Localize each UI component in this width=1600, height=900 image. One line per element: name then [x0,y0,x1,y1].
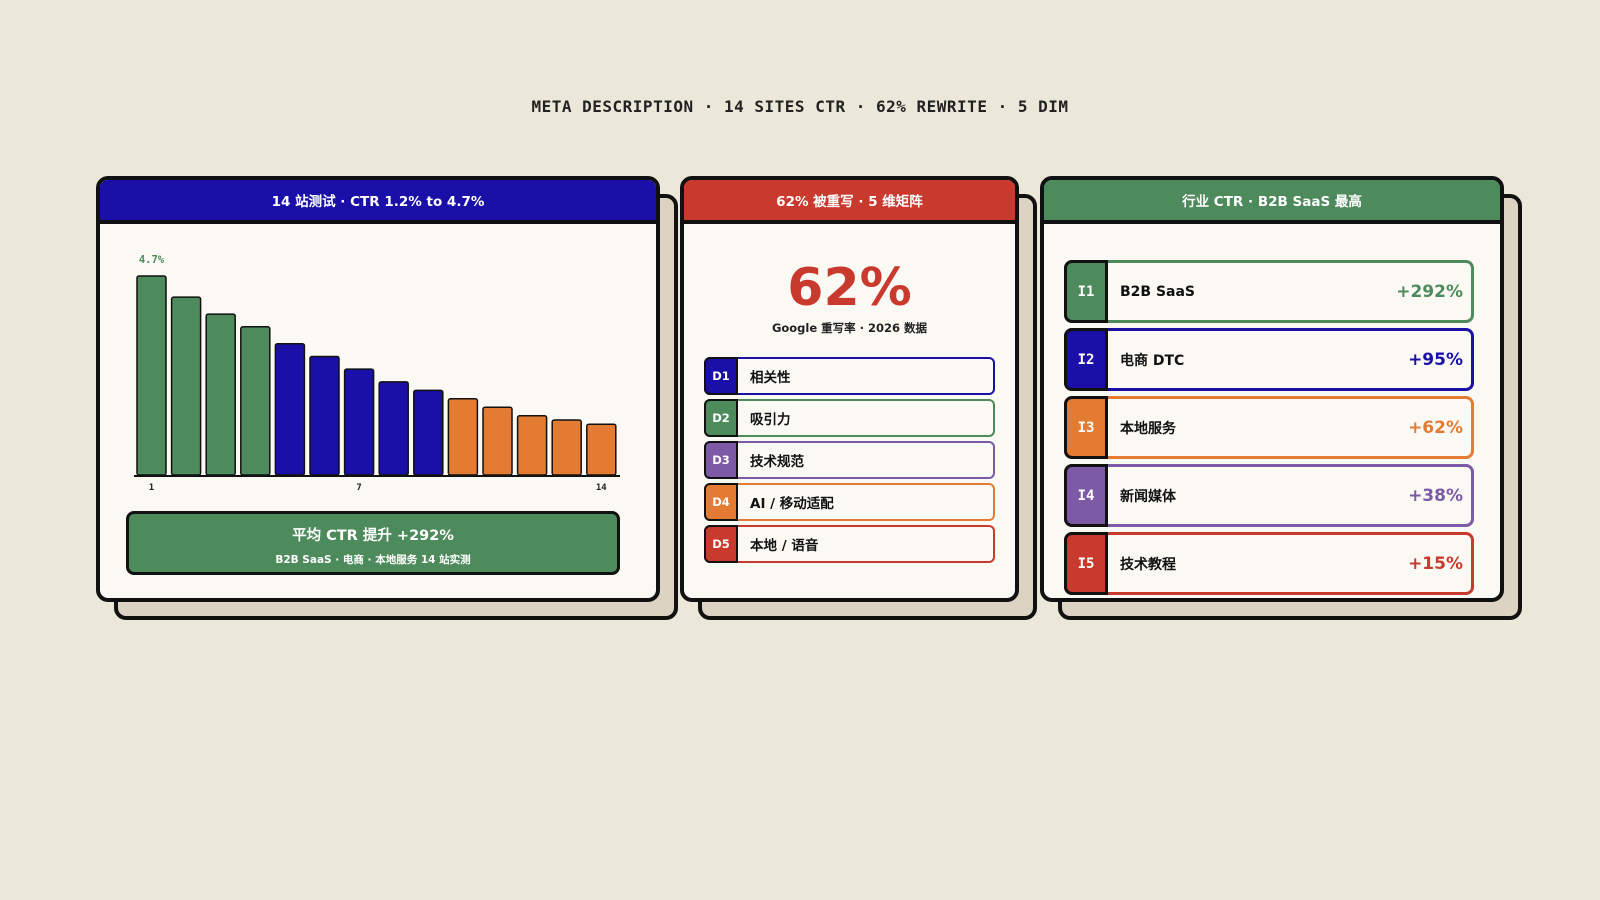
industry-value: +38% [1408,485,1463,506]
dimension-item-d1: D1 相关性 [704,357,995,395]
ctr-bar-9 [413,389,444,476]
ctr-bar-7 [343,368,375,476]
ctr-bar-13 [551,419,582,476]
industry-label: B2B SaaS [1120,283,1196,300]
industry-item-i5: I5 技术教程 +15% [1064,532,1474,595]
card-header: 14 站测试 · CTR 1.2% to 4.7% [100,180,656,224]
rewrite-caption: Google 重写率 · 2026 数据 [771,321,928,335]
industry-card: 行业 CTR · B2B SaaS 最高 I1 B2B SaaS +292% I… [1040,176,1504,602]
rewrite-card: 62% 被重写 · 5 维矩阵 62% Google 重写率 · 2026 数据… [680,176,1019,602]
industry-item-i2: I2 电商 DTC +95% [1064,328,1474,391]
industry-item-i3: I3 本地服务 +62% [1064,396,1474,459]
summary-main-text: 平均 CTR 提升 +292% [292,528,454,544]
dimension-item-d2: D2 吸引力 [704,399,995,437]
dimension-badge: D3 [704,441,738,479]
ctr-bar-2 [170,296,202,476]
ctr-bar-3 [205,313,236,476]
x-tick-label: 1 [149,483,154,493]
industry-label: 本地服务 [1120,420,1176,437]
dimension-badge: D1 [704,357,738,395]
card-header-title: 14 站测试 · CTR 1.2% to 4.7% [271,194,485,210]
ctr-bar-6 [309,355,340,476]
ctr-bar-14 [586,423,617,476]
ctr-bar-11 [482,406,513,476]
dimension-badge: D2 [704,399,738,437]
industry-value: +95% [1408,349,1463,370]
ctr-summary-box: 平均 CTR 提升 +292% B2B SaaS · 电商 · 本地服务 14 … [126,511,620,575]
x-tick-label: 7 [356,483,361,493]
industry-badge: I1 [1064,260,1108,323]
card-header: 62% 被重写 · 5 维矩阵 [684,180,1015,224]
industry-badge: I5 [1064,532,1108,595]
industry-value: +62% [1408,417,1463,438]
dimension-label: AI / 移动适配 [750,496,834,512]
ctr-bar-4 [240,326,271,476]
dimension-label: 吸引力 [750,412,791,428]
ctr-bar-1 [136,275,167,476]
industry-label: 电商 DTC [1120,352,1185,369]
industry-label: 新闻媒体 [1120,488,1176,505]
page-title: META DESCRIPTION · 14 SITES CTR · 62% RE… [531,97,1069,116]
card-header-title: 62% 被重写 · 5 维矩阵 [776,194,923,210]
dimension-item-d3: D3 技术规范 [704,441,995,479]
x-tick-label: 14 [596,483,607,493]
peak-value-label: 4.7% [139,254,165,266]
ctr-bar-5 [274,342,306,476]
card-header: 行业 CTR · B2B SaaS 最高 [1044,180,1500,224]
industry-item-i1: I1 B2B SaaS +292% [1064,260,1474,323]
card-header-title: 行业 CTR · B2B SaaS 最高 [1182,194,1362,210]
dimension-badge: D5 [704,525,738,563]
industry-item-i4: I4 新闻媒体 +38% [1064,464,1474,527]
industry-badge: I3 [1064,396,1108,459]
ctr-chart-card: 14 站测试 · CTR 1.2% to 4.7% 4.7% 1 7 14 平均 C… [96,176,660,602]
dimension-item-d5: D5 本地 / 语音 [704,525,995,563]
industry-value: +15% [1408,553,1463,574]
industry-label: 技术教程 [1120,556,1176,573]
rewrite-percent: 62% [787,258,912,318]
summary-sub-text: B2B SaaS · 电商 · 本地服务 14 站实测 [275,554,471,566]
dimension-badge: D4 [704,483,738,521]
industry-value: +292% [1396,281,1463,302]
ctr-bar-8 [378,381,409,476]
industry-badge: I2 [1064,328,1108,391]
ctr-bar-10 [447,398,479,476]
industry-badge: I4 [1064,464,1108,527]
dimension-label: 本地 / 语音 [750,538,819,554]
ctr-bar-12 [516,414,548,476]
dimension-label: 相关性 [750,370,791,386]
dimension-item-d4: D4 AI / 移动适配 [704,483,995,521]
dimension-label: 技术规范 [750,454,804,470]
ctr-bar-chart: 4.7% 1 7 14 [134,254,620,493]
